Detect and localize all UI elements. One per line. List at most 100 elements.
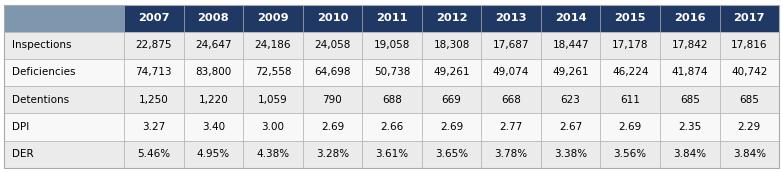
Bar <box>363 59 422 86</box>
Bar <box>541 32 601 59</box>
Text: 2.69: 2.69 <box>619 122 642 132</box>
Bar <box>303 5 363 32</box>
Text: 3.28%: 3.28% <box>316 149 349 159</box>
Text: 2.35: 2.35 <box>678 122 702 132</box>
Bar <box>4 113 124 141</box>
Bar <box>482 5 541 32</box>
Text: 2014: 2014 <box>555 13 586 23</box>
Bar <box>660 59 720 86</box>
Bar <box>244 113 303 141</box>
Text: 623: 623 <box>561 95 581 105</box>
Text: 1,059: 1,059 <box>258 95 288 105</box>
Text: 611: 611 <box>620 95 640 105</box>
Bar <box>422 5 482 32</box>
Bar <box>720 59 779 86</box>
Bar <box>601 32 660 59</box>
Text: 49,074: 49,074 <box>493 67 529 78</box>
Bar <box>303 32 363 59</box>
Text: 2009: 2009 <box>257 13 289 23</box>
Bar <box>363 32 422 59</box>
Text: 3.40: 3.40 <box>202 122 225 132</box>
Bar <box>541 113 601 141</box>
Text: 18,447: 18,447 <box>553 40 589 50</box>
Text: Detentions: Detentions <box>12 95 69 105</box>
Text: 24,058: 24,058 <box>314 40 351 50</box>
Text: 49,261: 49,261 <box>553 67 589 78</box>
Bar <box>601 141 660 168</box>
Bar <box>422 113 482 141</box>
Bar <box>601 5 660 32</box>
Text: 2.69: 2.69 <box>440 122 464 132</box>
Bar <box>244 86 303 113</box>
Text: 3.27: 3.27 <box>143 122 165 132</box>
Bar <box>303 86 363 113</box>
Text: 22,875: 22,875 <box>135 40 172 50</box>
Text: 3.84%: 3.84% <box>673 149 706 159</box>
Text: 2013: 2013 <box>496 13 527 23</box>
Bar <box>303 141 363 168</box>
Bar <box>124 32 183 59</box>
Text: 83,800: 83,800 <box>195 67 232 78</box>
Text: 2007: 2007 <box>138 13 170 23</box>
Bar <box>183 141 244 168</box>
Bar <box>124 86 183 113</box>
Text: 1,250: 1,250 <box>139 95 168 105</box>
Text: 4.95%: 4.95% <box>197 149 230 159</box>
Text: 3.78%: 3.78% <box>495 149 528 159</box>
Text: 668: 668 <box>501 95 521 105</box>
Bar <box>244 59 303 86</box>
Text: 72,558: 72,558 <box>254 67 291 78</box>
Bar <box>720 141 779 168</box>
Bar <box>183 5 244 32</box>
Text: 4.38%: 4.38% <box>256 149 290 159</box>
Bar <box>4 86 124 113</box>
Text: 669: 669 <box>442 95 461 105</box>
Text: 17,687: 17,687 <box>493 40 529 50</box>
Bar <box>720 113 779 141</box>
Bar <box>660 32 720 59</box>
Text: 3.61%: 3.61% <box>376 149 409 159</box>
Text: 24,186: 24,186 <box>254 40 291 50</box>
Bar <box>422 86 482 113</box>
Text: 2.66: 2.66 <box>381 122 404 132</box>
Bar <box>601 113 660 141</box>
Text: 3.00: 3.00 <box>262 122 284 132</box>
Bar <box>303 113 363 141</box>
Bar <box>124 59 183 86</box>
Text: 5.46%: 5.46% <box>137 149 171 159</box>
Bar <box>660 86 720 113</box>
Text: 49,261: 49,261 <box>433 67 470 78</box>
Bar <box>660 5 720 32</box>
Bar <box>660 113 720 141</box>
Text: 2015: 2015 <box>615 13 646 23</box>
Text: 17,842: 17,842 <box>672 40 708 50</box>
Bar <box>482 86 541 113</box>
Bar <box>422 59 482 86</box>
Text: 2017: 2017 <box>734 13 765 23</box>
Bar <box>363 86 422 113</box>
Bar <box>541 5 601 32</box>
Bar <box>244 32 303 59</box>
Text: 50,738: 50,738 <box>373 67 410 78</box>
Text: Inspections: Inspections <box>12 40 71 50</box>
Bar <box>422 32 482 59</box>
Text: 3.38%: 3.38% <box>554 149 587 159</box>
Bar <box>4 32 124 59</box>
Text: 46,224: 46,224 <box>612 67 648 78</box>
Text: 3.84%: 3.84% <box>733 149 766 159</box>
Text: 2.29: 2.29 <box>738 122 761 132</box>
Bar <box>4 5 124 32</box>
Text: 18,308: 18,308 <box>433 40 470 50</box>
Bar <box>244 141 303 168</box>
Text: 2.69: 2.69 <box>321 122 344 132</box>
Bar <box>4 141 124 168</box>
Text: 40,742: 40,742 <box>731 67 767 78</box>
Text: DER: DER <box>12 149 34 159</box>
Text: 64,698: 64,698 <box>314 67 351 78</box>
Bar <box>720 86 779 113</box>
Text: 24,647: 24,647 <box>195 40 232 50</box>
Text: 2.67: 2.67 <box>559 122 583 132</box>
Bar <box>244 5 303 32</box>
Bar <box>183 59 244 86</box>
Text: 19,058: 19,058 <box>373 40 410 50</box>
